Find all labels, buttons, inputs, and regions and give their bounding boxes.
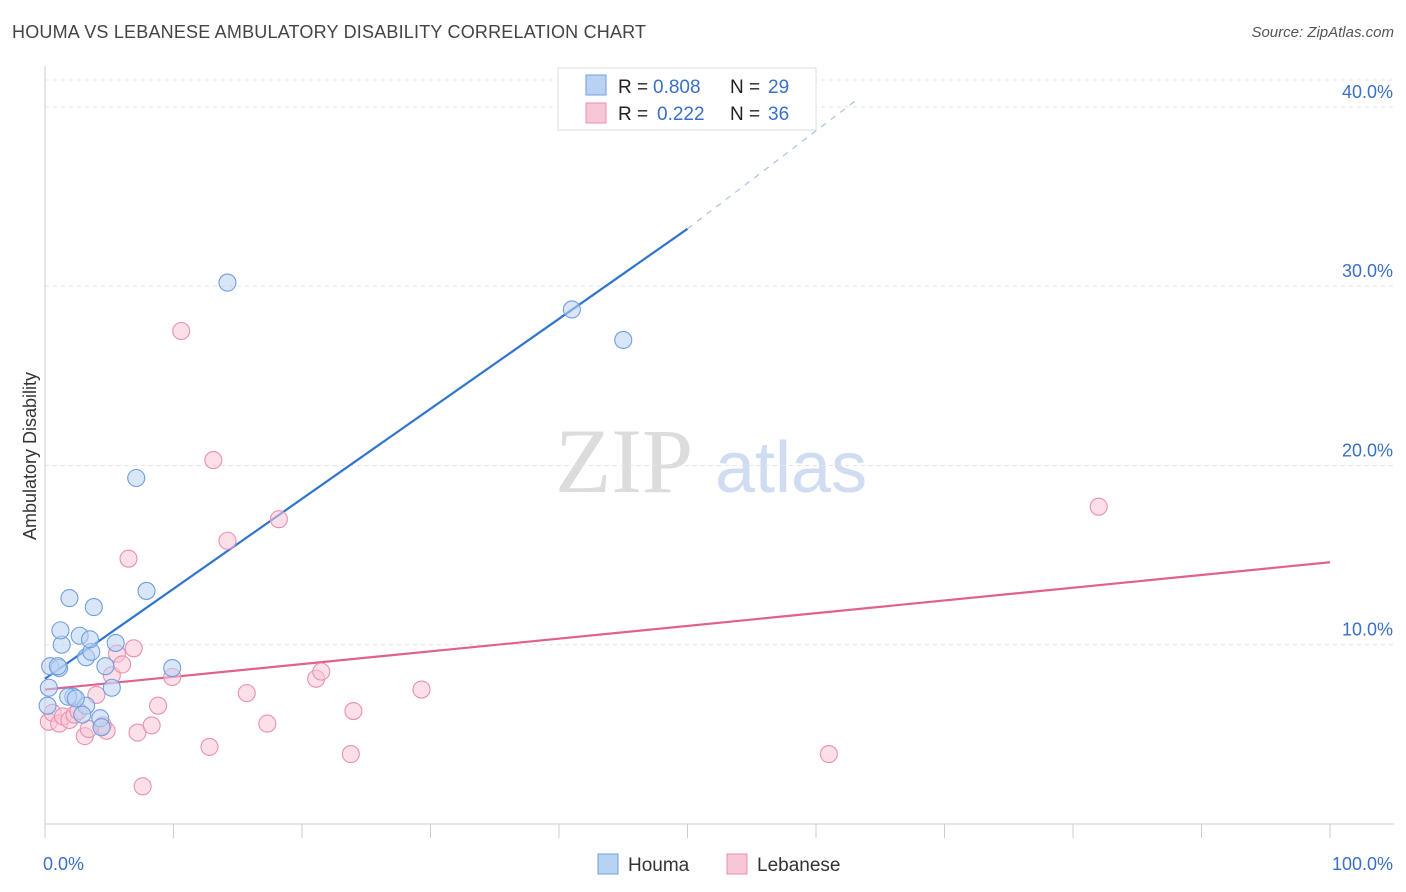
y-tick-label: 10.0% <box>1342 620 1393 640</box>
point-houma <box>614 330 633 350</box>
point-houma <box>66 689 85 708</box>
legend-n-value-houma: 29 <box>768 77 789 98</box>
legend-swatch-lebanese <box>585 102 607 124</box>
point-houma <box>92 718 111 737</box>
bottom-legend-lebanese: Lebanese <box>757 855 840 876</box>
point-lebanese <box>819 745 838 764</box>
point-lebanese <box>312 662 331 681</box>
point-lebanese <box>142 716 161 735</box>
point-lebanese <box>200 737 219 756</box>
legend-n-value-lebanese: 36 <box>768 104 789 125</box>
x-tick-label-max: 100.0% <box>1332 854 1393 874</box>
data-points <box>38 273 1108 796</box>
bottom-legend-swatch-houma <box>597 853 619 875</box>
y-tick-label: 30.0% <box>1342 261 1393 281</box>
gridlines <box>45 79 1394 646</box>
point-houma <box>163 658 182 678</box>
axes <box>44 66 1394 838</box>
point-houma <box>38 696 57 715</box>
point-houma <box>96 657 115 676</box>
source-label: Source: ZipAtlas.com <box>1251 24 1394 41</box>
legend-r-value-houma: 0.808 <box>653 77 701 98</box>
point-lebanese <box>128 723 147 742</box>
y-tick-label: 40.0% <box>1342 82 1393 102</box>
point-lebanese <box>1089 497 1108 516</box>
point-houma <box>562 300 581 319</box>
trend-line-1 <box>44 561 1331 691</box>
point-houma <box>218 273 237 292</box>
point-lebanese <box>113 655 132 674</box>
stats-legend: R = 0.808 N = 29 R = 0.222 N = 36 <box>557 67 817 131</box>
legend-r-label-lebanese: R = <box>618 104 648 125</box>
tick-labels: 10.0% 20.0% 30.0% 40.0% 0.0% 100.0% <box>43 82 1393 874</box>
chart-title: HOUMA VS LEBANESE AMBULATORY DISABILITY … <box>12 22 647 42</box>
legend-n-label-lebanese: N = <box>730 104 760 125</box>
trend-line-0 <box>44 227 689 680</box>
point-houma <box>51 621 70 640</box>
y-tick-label: 20.0% <box>1342 440 1393 460</box>
watermark-atlas: atlas <box>715 428 867 508</box>
y-axis-label: Ambulatory Disability <box>20 372 40 540</box>
watermark: ZIP atlas <box>555 410 867 512</box>
legend-r-value-lebanese: 0.222 <box>657 104 705 125</box>
point-houma <box>127 468 146 488</box>
point-lebanese <box>344 702 363 721</box>
point-lebanese <box>218 531 237 550</box>
point-lebanese <box>258 714 277 733</box>
point-lebanese <box>237 684 256 703</box>
point-houma <box>106 633 125 652</box>
legend-n-label-houma: N = <box>730 77 760 98</box>
legend-swatch-houma <box>585 74 607 96</box>
point-houma <box>60 589 79 608</box>
series-legend: Houma Lebanese <box>597 853 840 876</box>
point-houma <box>73 705 92 724</box>
point-houma <box>39 678 58 697</box>
x-tick-label-min: 0.0% <box>43 854 84 874</box>
point-houma <box>84 598 103 617</box>
point-lebanese <box>269 510 288 529</box>
watermark-zip: ZIP <box>555 410 693 512</box>
point-houma <box>80 630 100 649</box>
point-lebanese <box>149 696 168 715</box>
point-lebanese <box>133 777 152 796</box>
point-lebanese <box>124 639 143 658</box>
point-houma <box>48 657 67 676</box>
point-lebanese <box>204 451 223 470</box>
point-lebanese <box>119 549 138 568</box>
point-lebanese <box>412 680 431 699</box>
legend-r-label-houma: R = <box>618 77 648 98</box>
point-houma <box>102 678 121 697</box>
bottom-legend-swatch-lebanese <box>726 853 748 875</box>
trend-lines <box>44 101 1331 691</box>
bottom-legend-houma: Houma <box>628 855 690 876</box>
point-houma <box>137 581 156 600</box>
point-lebanese <box>341 745 360 764</box>
point-lebanese <box>172 321 191 341</box>
